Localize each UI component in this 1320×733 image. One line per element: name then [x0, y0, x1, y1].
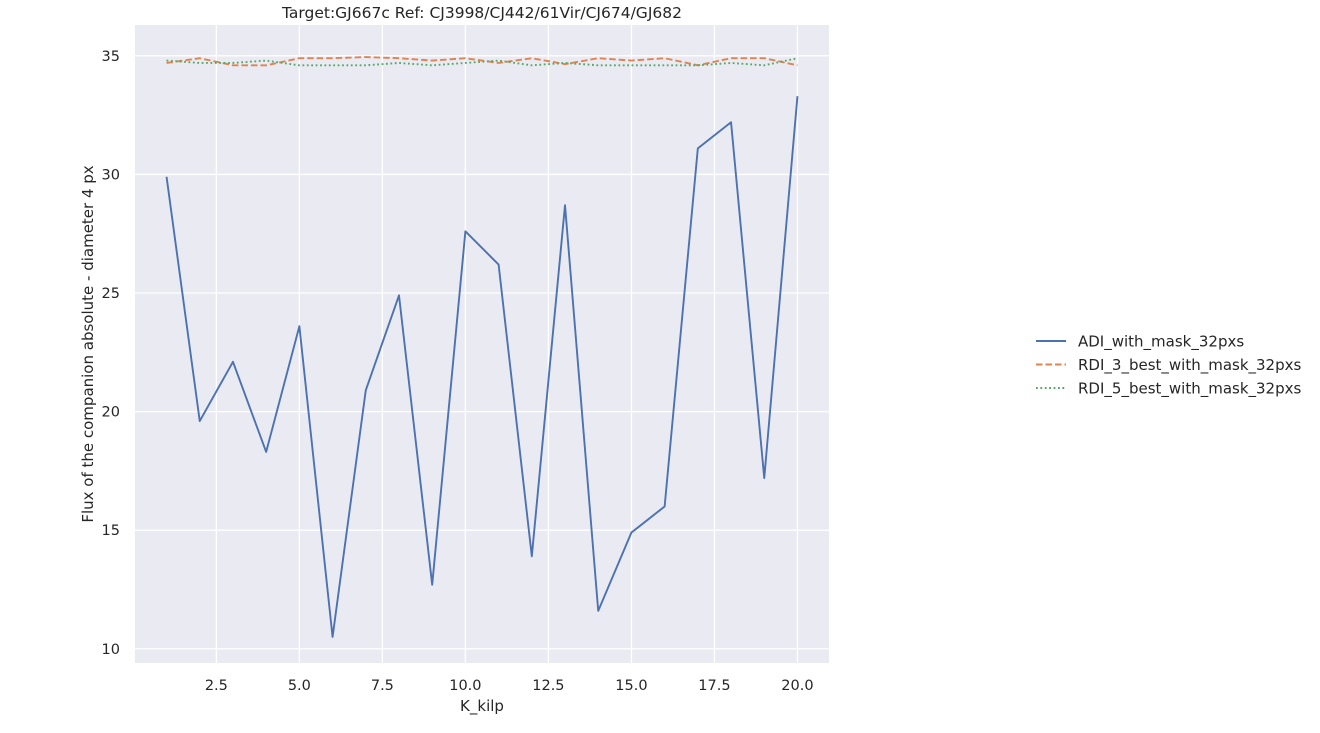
x-tick-labels: 2.5 5.0 7.5 10.0 12.5 15.0 17.5 20.0 [205, 678, 814, 694]
x-tick-label: 12.5 [532, 678, 564, 694]
legend: ADI_with_mask_32pxs RDI_3_best_with_mask_… [1036, 333, 1302, 399]
chart-title: Target:GJ667c Ref: CJ3998/CJ442/61Vir/CJ… [281, 4, 682, 22]
series-line-2 [166, 56, 798, 67]
legend-item-label: RDI_3_best_with_mask_32pxs [1078, 356, 1302, 375]
x-axis-label: K_kilp [460, 697, 504, 716]
y-tick-label: 30 [102, 167, 120, 183]
plot-background [135, 25, 829, 663]
series-lines [165, 56, 799, 638]
y-tick-label: 20 [102, 405, 120, 421]
x-tick-label: 10.0 [449, 678, 481, 694]
y-tick-label: 15 [102, 523, 120, 539]
x-tick-label: 17.5 [698, 678, 730, 694]
y-tick-labels: 10 15 20 25 30 35 [102, 49, 120, 658]
series-line-1 [165, 96, 799, 638]
x-tick-label: 2.5 [205, 678, 228, 694]
legend-item-label: ADI_with_mask_32pxs [1078, 333, 1244, 352]
y-axis-label: Flux of the companion absolute - diamete… [79, 165, 97, 522]
x-tick-label: 20.0 [781, 678, 813, 694]
legend-item-label: RDI_5_best_with_mask_32pxs [1078, 380, 1302, 399]
y-tick-label: 35 [102, 49, 120, 65]
x-tick-label: 5.0 [288, 678, 311, 694]
y-tick-label: 25 [102, 286, 120, 302]
y-tick-label: 10 [102, 642, 120, 658]
x-tick-label: 7.5 [371, 678, 394, 694]
x-tick-label: 15.0 [615, 678, 647, 694]
